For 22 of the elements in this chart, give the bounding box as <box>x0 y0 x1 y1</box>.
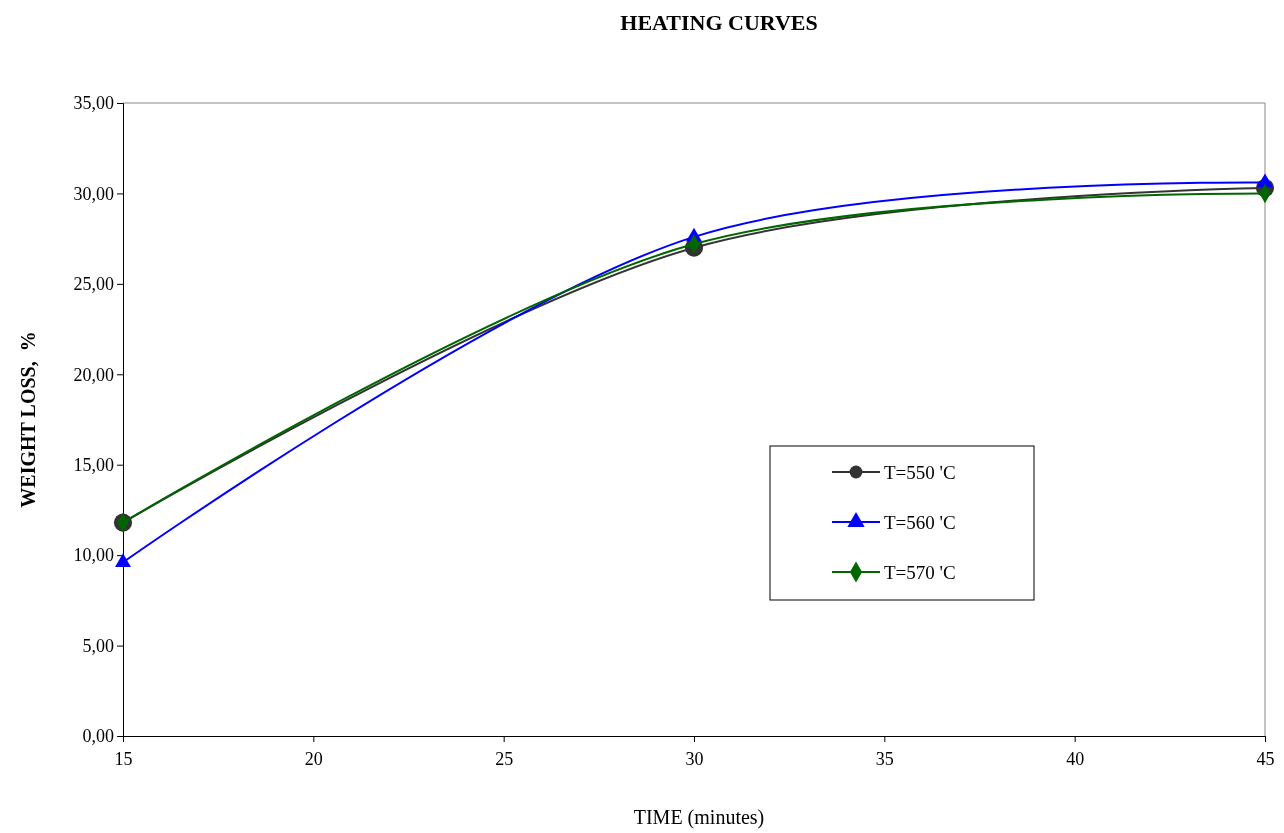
y-tick-label: 35,00 <box>73 93 114 114</box>
x-tick-label: 25 <box>495 748 514 769</box>
y-tick-label: 10,00 <box>73 545 114 566</box>
y-tick-label: 30,00 <box>73 183 114 204</box>
x-tick-label: 35 <box>875 748 894 769</box>
x-tick-label: 15 <box>114 748 133 769</box>
x-axis-title: TIME (minutes) <box>633 806 765 829</box>
y-tick-label: 20,00 <box>73 364 114 385</box>
legend-label: T=570 'C <box>884 562 956 583</box>
x-tick-label: 40 <box>1066 748 1085 769</box>
chart-title: HEATING CURVES <box>620 10 818 35</box>
legend-label: T=550 'C <box>884 462 956 483</box>
y-tick-label: 15,00 <box>73 454 114 475</box>
y-tick-label: 25,00 <box>73 274 114 295</box>
point <box>1257 173 1273 188</box>
y-axis-title: WEIGHT LOSS, % <box>17 331 39 508</box>
x-tick-label: 20 <box>304 748 323 769</box>
y-tick-label: 5,00 <box>82 635 114 656</box>
x-tick-label: 45 <box>1256 748 1275 769</box>
x-tick-label: 30 <box>685 748 704 769</box>
legend-label: T=560 'C <box>884 512 956 533</box>
y-tick-label: 0,00 <box>82 726 114 747</box>
